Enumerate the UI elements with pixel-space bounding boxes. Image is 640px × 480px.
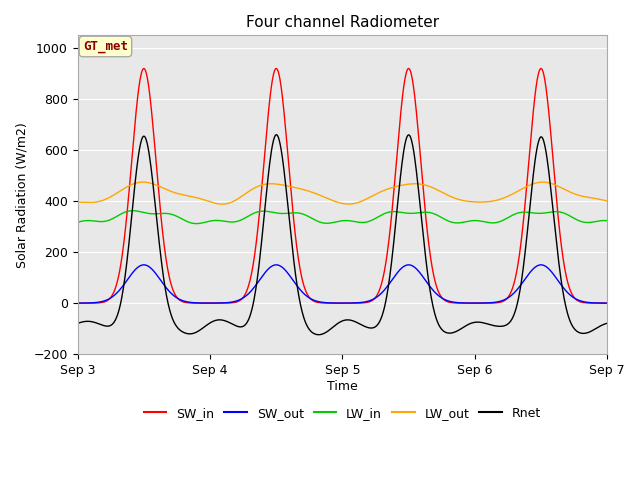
LW_in — [312, 217, 320, 223]
SW_in — [436, 293, 444, 299]
X-axis label: Time: Time — [327, 380, 358, 393]
Rnet — [437, 326, 445, 332]
LW_out — [109, 192, 116, 198]
LW_out — [511, 190, 518, 196]
Y-axis label: Solar Radiation (W/m2): Solar Radiation (W/m2) — [15, 122, 28, 267]
SW_in — [74, 300, 81, 306]
Rnet — [74, 321, 81, 326]
SW_in — [511, 278, 518, 284]
Legend: SW_in, SW_out, LW_in, LW_out, Rnet: SW_in, SW_out, LW_in, LW_out, Rnet — [139, 402, 546, 425]
Line: LW_out: LW_out — [77, 182, 607, 204]
SW_out — [604, 300, 611, 306]
LW_in — [511, 211, 519, 217]
SW_out — [511, 289, 518, 295]
SW_in — [136, 77, 144, 83]
Rnet — [109, 321, 116, 326]
Rnet — [315, 332, 323, 337]
SW_in — [604, 300, 611, 306]
Title: Four channel Radiometer: Four channel Radiometer — [246, 15, 439, 30]
Rnet — [273, 132, 280, 138]
LW_in — [137, 209, 145, 215]
SW_in — [140, 66, 148, 72]
Rnet — [604, 320, 611, 326]
Text: GT_met: GT_met — [83, 40, 128, 53]
SW_in — [373, 292, 381, 298]
LW_in — [193, 221, 200, 227]
LW_in — [437, 215, 445, 220]
SW_in — [109, 291, 116, 297]
LW_out — [436, 189, 444, 194]
LW_out — [604, 198, 611, 204]
SW_out — [74, 300, 81, 306]
LW_out — [136, 180, 144, 185]
Line: LW_in: LW_in — [77, 211, 607, 224]
LW_out — [373, 191, 381, 196]
LW_out — [312, 191, 319, 196]
LW_in — [129, 208, 137, 214]
SW_out — [273, 262, 280, 268]
LW_out — [218, 201, 226, 207]
SW_out — [136, 263, 144, 269]
SW_out — [312, 298, 319, 304]
Rnet — [511, 309, 519, 314]
LW_out — [539, 179, 547, 185]
SW_out — [436, 294, 444, 300]
LW_in — [74, 219, 81, 225]
LW_in — [374, 214, 381, 220]
SW_in — [312, 299, 319, 305]
Line: SW_out: SW_out — [77, 265, 607, 303]
SW_out — [109, 293, 116, 299]
Line: SW_in: SW_in — [77, 69, 607, 303]
Line: Rnet: Rnet — [77, 135, 607, 335]
LW_in — [109, 216, 116, 221]
Rnet — [312, 331, 319, 337]
Rnet — [374, 322, 381, 327]
LW_out — [74, 199, 81, 205]
SW_out — [373, 294, 381, 300]
Rnet — [136, 144, 144, 149]
LW_in — [604, 218, 611, 224]
